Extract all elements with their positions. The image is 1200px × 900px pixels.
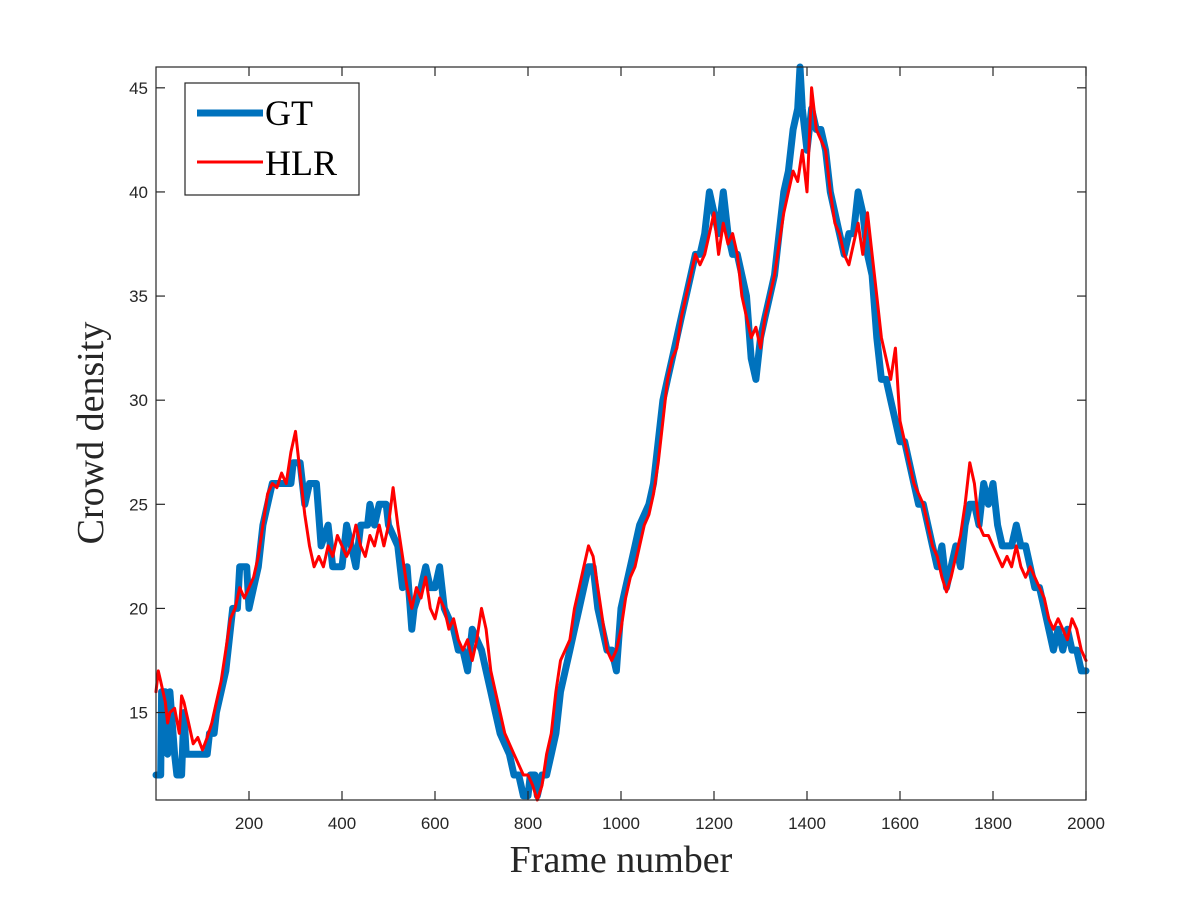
x-tick-label: 1400 <box>788 814 826 833</box>
axes-layer: 200 400 600 800 1000 1200 1400 1600 1800 2000 15 20… <box>129 66 1105 833</box>
y-tick-label: 45 <box>129 79 148 98</box>
y-tick-label: 35 <box>129 287 148 306</box>
y-tick-label: 25 <box>129 495 148 514</box>
x-tick-label: 800 <box>514 814 542 833</box>
x-tick-label: 600 <box>421 814 449 833</box>
series-layer <box>152 63 1090 802</box>
x-tick-label: 1600 <box>881 814 919 833</box>
x-tick-label: 2000 <box>1067 814 1105 833</box>
y-tick-label: 15 <box>129 704 148 723</box>
x-tick-label: 400 <box>328 814 356 833</box>
legend-box <box>184 82 360 196</box>
series-line-gt <box>152 63 1090 800</box>
y-axis-label: Crowd density <box>70 322 112 545</box>
x-tick-label: 1000 <box>602 814 640 833</box>
legend-label-hlr: HLR <box>265 143 337 183</box>
series-line-hlr <box>154 86 1088 802</box>
x-tick-label: 1200 <box>695 814 733 833</box>
y-tick-label: 40 <box>129 183 148 202</box>
x-axis-label: Frame number <box>510 839 733 881</box>
y-tick-label: 20 <box>129 599 148 618</box>
y-tick-label: 30 <box>129 391 148 410</box>
x-tick-label: 1800 <box>974 814 1012 833</box>
legend-label-gt: GT <box>265 93 313 133</box>
x-tick-label: 200 <box>235 814 263 833</box>
legend: GT HLR <box>184 82 360 196</box>
